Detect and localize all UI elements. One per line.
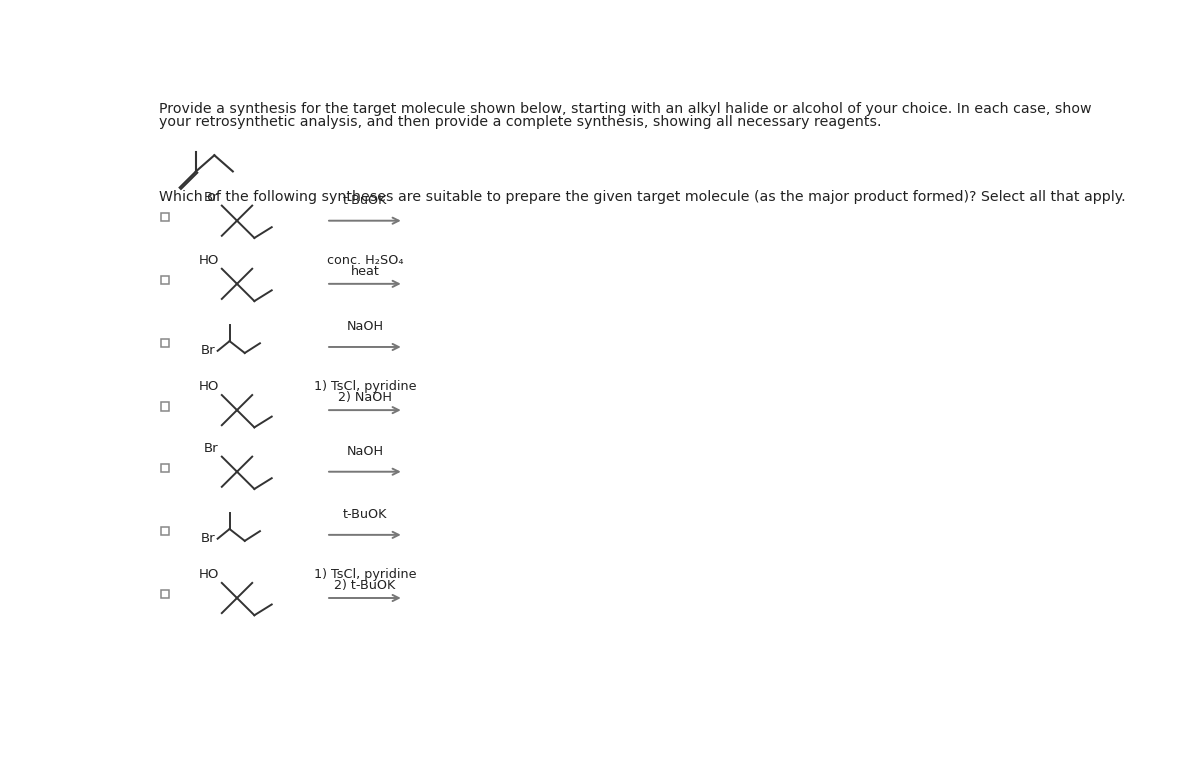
Text: your retrosynthetic analysis, and then provide a complete synthesis, showing all: your retrosynthetic analysis, and then p… (159, 115, 881, 129)
Text: 2) t-BuOK: 2) t-BuOK (335, 579, 395, 592)
Bar (161, 464, 169, 472)
Text: 2) NaOH: 2) NaOH (338, 391, 392, 404)
Text: Br: Br (205, 191, 219, 204)
Bar (161, 590, 169, 598)
Text: HO: HO (199, 568, 219, 581)
Bar (161, 276, 169, 284)
Text: 1) TsCl, pyridine: 1) TsCl, pyridine (313, 568, 416, 581)
Text: HO: HO (199, 381, 219, 393)
Text: Br: Br (205, 442, 219, 455)
Bar (161, 402, 169, 410)
Text: HO: HO (199, 254, 219, 267)
Text: Br: Br (201, 533, 215, 545)
Text: t-BuOK: t-BuOK (343, 194, 387, 207)
Text: NaOH: NaOH (347, 320, 383, 333)
Text: t-BuOK: t-BuOK (343, 508, 387, 521)
Bar (161, 339, 169, 348)
Text: Which of the following syntheses are suitable to prepare the given target molecu: Which of the following syntheses are sui… (159, 190, 1125, 204)
Text: Provide a synthesis for the target molecule shown below, starting with an alkyl : Provide a synthesis for the target molec… (159, 102, 1091, 116)
Bar (161, 527, 169, 536)
Bar (161, 213, 169, 221)
Text: NaOH: NaOH (347, 445, 383, 458)
Text: Br: Br (201, 344, 215, 358)
Text: conc. H₂SO₄: conc. H₂SO₄ (327, 254, 403, 267)
Text: heat: heat (350, 265, 380, 278)
Text: 1) TsCl, pyridine: 1) TsCl, pyridine (313, 380, 416, 393)
